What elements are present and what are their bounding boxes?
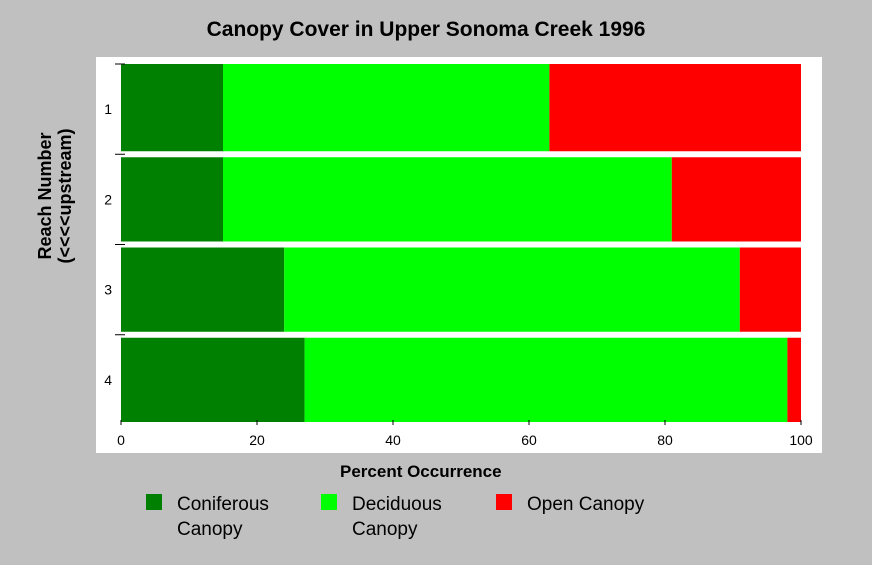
y-tick-label-3: 3 [104, 282, 112, 298]
x-tick-label-60: 60 [521, 432, 537, 448]
x-tick-label-40: 40 [385, 432, 401, 448]
bar-segment-3-3 [739, 247, 801, 332]
legend-swatch-deciduous [321, 494, 337, 510]
bar-segment-3-2 [284, 247, 740, 332]
y-tick-label-2: 2 [104, 191, 112, 207]
x-tick-label-80: 80 [657, 432, 673, 448]
chart-title: Canopy Cover in Upper Sonoma Creek 1996 [206, 18, 646, 41]
y-axis-label-line1: Reach Number [35, 132, 55, 260]
legend-item-open: Open Canopy [496, 492, 697, 517]
bar-segment-3-1 [121, 247, 285, 332]
bar-segment-2-2 [223, 157, 672, 242]
legend-swatch-coniferous [146, 494, 162, 510]
legend-label-open: Open Canopy [527, 494, 645, 515]
bar-segment-4-2 [304, 337, 788, 422]
legend-item-coniferous: Coniferous Canopy [146, 492, 307, 542]
bar-segment-1-2 [223, 64, 550, 152]
bar-segment-4-1 [121, 337, 305, 422]
bar-segment-4-3 [787, 337, 801, 422]
x-tick-label-100: 100 [789, 432, 813, 448]
bar-segment-1-1 [121, 64, 223, 152]
bar-segment-2-3 [671, 157, 801, 242]
legend-swatch-open [496, 494, 512, 510]
legend-label-deciduous: Deciduous Canopy [352, 494, 442, 540]
legend-item-deciduous: Deciduous Canopy [321, 492, 482, 542]
y-axis-label: Reach Number (<<<<upstream) [35, 128, 75, 263]
bar-segment-1-3 [549, 64, 801, 152]
y-tick-label-1: 1 [104, 101, 112, 117]
x-tick-label-20: 20 [249, 432, 265, 448]
x-axis-label: Percent Occurrence [340, 462, 502, 481]
y-axis-label-line2: (<<<<upstream) [55, 128, 75, 264]
legend-label-coniferous: Coniferous Canopy [177, 494, 269, 540]
x-tick-label-0: 0 [117, 432, 125, 448]
bar-segment-2-1 [121, 157, 223, 242]
y-tick-label-4: 4 [104, 372, 112, 388]
